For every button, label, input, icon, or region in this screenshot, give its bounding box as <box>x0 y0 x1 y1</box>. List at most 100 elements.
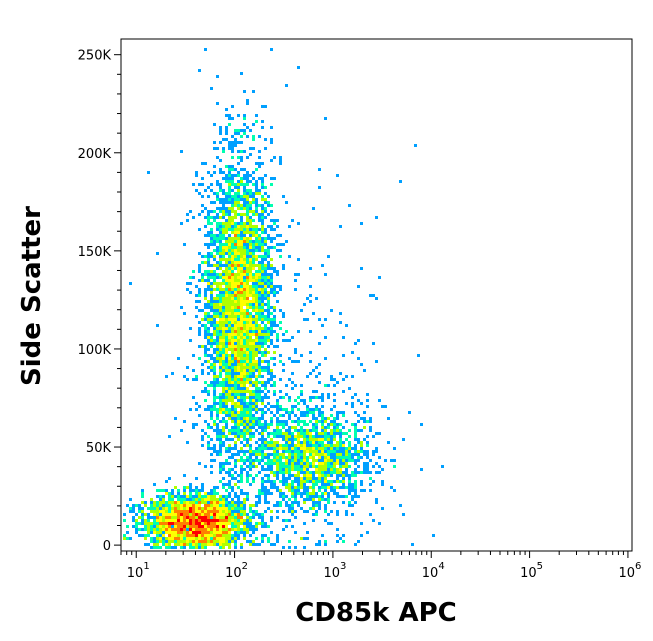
density-dot <box>246 405 249 408</box>
density-dot <box>219 228 222 231</box>
density-dot <box>246 492 249 495</box>
density-dot <box>213 387 216 390</box>
density-dot <box>246 357 249 360</box>
density-dot <box>234 234 237 237</box>
density-dot <box>240 399 243 402</box>
density-dot <box>258 462 261 465</box>
density-dot <box>270 240 273 243</box>
density-dot <box>213 357 216 360</box>
density-dot <box>354 492 357 495</box>
density-dot <box>198 498 201 501</box>
density-dot <box>330 480 333 483</box>
density-dot <box>264 411 267 414</box>
density-dot <box>270 138 273 141</box>
density-dot <box>219 375 222 378</box>
density-dot <box>243 351 246 354</box>
density-dot <box>201 363 204 366</box>
density-dot <box>216 411 219 414</box>
density-dot <box>231 282 234 285</box>
density-dot <box>234 141 237 144</box>
density-dot <box>228 429 231 432</box>
density-dot <box>318 486 321 489</box>
density-dot <box>258 417 261 420</box>
density-dot <box>180 306 183 309</box>
density-dot <box>219 366 222 369</box>
density-dot <box>246 306 249 309</box>
density-dot <box>291 336 294 339</box>
density-dot <box>246 246 249 249</box>
density-dot <box>267 423 270 426</box>
density-dot <box>210 498 213 501</box>
density-dot <box>201 489 204 492</box>
density-dot <box>276 456 279 459</box>
density-dot <box>237 240 240 243</box>
density-dot <box>204 537 207 540</box>
y-tick-label: 0 <box>103 539 111 554</box>
density-dot <box>351 402 354 405</box>
density-dot <box>270 285 273 288</box>
density-dot <box>231 489 234 492</box>
density-dot <box>306 477 309 480</box>
density-dot <box>210 471 213 474</box>
density-dot <box>213 330 216 333</box>
density-dot <box>273 156 276 159</box>
density-dot <box>375 360 378 363</box>
density-dot <box>306 471 309 474</box>
density-dot <box>255 210 258 213</box>
density-dot <box>204 420 207 423</box>
density-dot <box>261 354 264 357</box>
density-dot <box>219 252 222 255</box>
density-dot <box>270 141 273 144</box>
density-dot <box>213 378 216 381</box>
density-dot <box>189 534 192 537</box>
density-dot <box>243 267 246 270</box>
density-dot <box>270 183 273 186</box>
density-dot <box>267 345 270 348</box>
density-dot <box>336 540 339 543</box>
density-dot <box>237 114 240 117</box>
density-dot <box>213 276 216 279</box>
density-dot <box>258 495 261 498</box>
density-dot <box>228 528 231 531</box>
density-dot <box>252 426 255 429</box>
density-dot <box>285 240 288 243</box>
density-dot <box>132 516 135 519</box>
density-dot <box>270 423 273 426</box>
density-dot <box>249 444 252 447</box>
density-dot <box>222 522 225 525</box>
density-dot <box>234 222 237 225</box>
density-dot <box>318 543 321 546</box>
density-dot <box>264 492 267 495</box>
density-dot <box>180 537 183 540</box>
density-dot <box>273 462 276 465</box>
density-dot <box>207 195 210 198</box>
density-dot <box>231 342 234 345</box>
density-dot <box>228 261 231 264</box>
density-dot <box>165 525 168 528</box>
density-dot <box>345 324 348 327</box>
density-dot <box>387 441 390 444</box>
density-dot <box>315 465 318 468</box>
density-dot <box>216 378 219 381</box>
density-dot <box>177 525 180 528</box>
density-dot <box>210 366 213 369</box>
density-dot <box>327 471 330 474</box>
density-dot <box>222 369 225 372</box>
density-dot <box>249 258 252 261</box>
density-dot <box>228 546 231 549</box>
density-dot <box>231 393 234 396</box>
density-dot <box>219 531 222 534</box>
density-dot <box>333 384 336 387</box>
density-dot <box>198 330 201 333</box>
density-dot <box>318 441 321 444</box>
density-dot <box>171 534 174 537</box>
density-dot <box>192 369 195 372</box>
density-dot <box>339 537 342 540</box>
density-dot <box>177 510 180 513</box>
density-dot <box>228 378 231 381</box>
density-dot <box>276 291 279 294</box>
density-dot <box>279 468 282 471</box>
density-dot <box>222 342 225 345</box>
density-dot <box>177 492 180 495</box>
density-dot <box>318 465 321 468</box>
